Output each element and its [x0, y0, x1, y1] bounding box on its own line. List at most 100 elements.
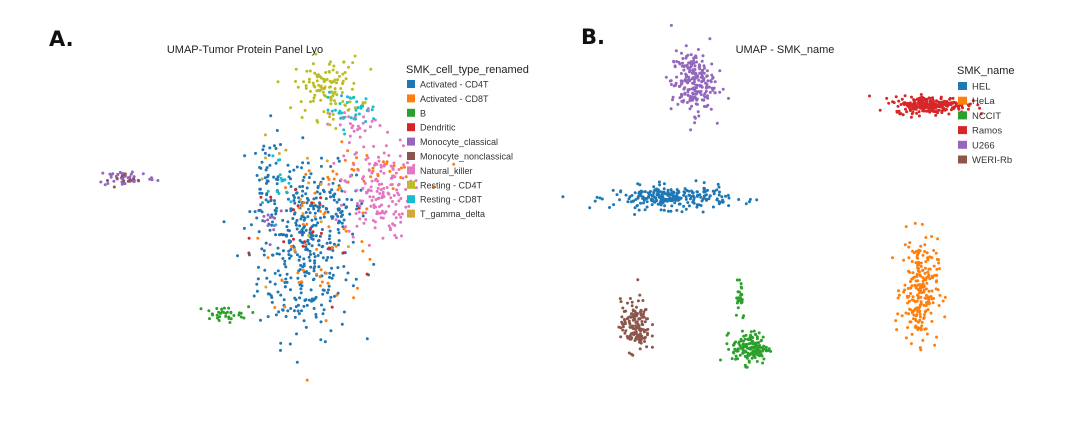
point-nccit [750, 356, 754, 360]
point-ramos [971, 99, 975, 103]
point-weri-rb [619, 326, 623, 330]
point-activated-cd4t [303, 216, 307, 220]
point-u266 [694, 102, 698, 106]
point-monocyte-nonclassical [132, 177, 136, 181]
point-natural-killer [361, 186, 365, 190]
point-hela [937, 261, 941, 265]
point-natural-killer [368, 195, 372, 199]
point-hela [922, 303, 926, 307]
point-hela [928, 277, 932, 281]
point-resting-cd4t [353, 54, 357, 58]
point-hel [662, 208, 666, 212]
point-weri-rb [635, 312, 639, 316]
point-ramos [910, 95, 913, 99]
point-hela [917, 248, 921, 252]
point-resting-cd4t [300, 116, 304, 119]
point-resting-cd4t [350, 87, 354, 91]
point-hela [920, 320, 924, 324]
point-activated-cd4t [289, 307, 293, 310]
point-b [251, 311, 255, 314]
point-nccit [757, 341, 761, 345]
point-hel [691, 191, 695, 195]
point-u266 [692, 96, 696, 100]
point-hela [916, 296, 920, 300]
legend-label-b: B [420, 108, 426, 118]
point-weri-rb [630, 352, 633, 356]
point-activated-cd4t [337, 239, 341, 243]
point-hel [645, 200, 649, 204]
point-u266 [683, 86, 687, 90]
point-activated-cd4t [285, 225, 289, 229]
point-natural-killer [402, 163, 406, 167]
point-hela [919, 295, 923, 299]
point-nccit [751, 339, 754, 343]
point-hel [687, 204, 691, 208]
point-nccit [749, 330, 753, 334]
point-natural-killer [348, 122, 352, 126]
point-activated-cd4t [285, 234, 288, 238]
point-activated-cd4t [304, 325, 308, 329]
point-activated-cd4t [321, 244, 325, 248]
point-nccit [736, 299, 740, 302]
point-activated-cd4t [316, 205, 320, 209]
point-hela [935, 257, 939, 261]
point-activated-cd4t [266, 200, 270, 204]
point-activated-cd4t [281, 218, 285, 222]
point-nccit [769, 349, 773, 353]
point-natural-killer [391, 200, 394, 203]
point-resting-cd4t [314, 52, 318, 56]
point-activated-cd8t [273, 306, 277, 309]
point-natural-killer [364, 218, 368, 221]
point-natural-killer [368, 125, 372, 129]
point-activated-cd4t [306, 161, 310, 165]
point-activated-cd4t [342, 218, 346, 222]
point-hel [618, 198, 621, 202]
point-activated-cd4t [262, 144, 266, 148]
point-hel [593, 199, 597, 203]
point-resting-cd4t [335, 93, 339, 97]
point-natural-killer [375, 189, 379, 193]
point-u266 [679, 92, 683, 96]
point-hela [894, 319, 898, 323]
point-activated-cd4t [336, 214, 340, 218]
point-hela [930, 235, 934, 238]
point-natural-killer [348, 134, 352, 138]
point-hel [712, 192, 716, 196]
point-activated-cd4t [287, 249, 291, 253]
point-hel [720, 195, 724, 199]
panel-b-legend-title: SMK_name [957, 65, 1014, 77]
point-natural-killer [396, 183, 400, 187]
point-activated-cd4t [302, 264, 306, 268]
point-resting-cd4t [341, 100, 345, 103]
point-hel [711, 205, 715, 209]
point-natural-killer [395, 188, 399, 192]
point-activated-cd8t [324, 271, 328, 275]
point-activated-cd8t [361, 211, 365, 215]
point-natural-killer [343, 111, 346, 115]
point-hel [665, 198, 668, 202]
point-activated-cd4t [271, 253, 275, 257]
point-u266 [684, 75, 688, 79]
point-natural-killer [391, 167, 395, 171]
point-activated-cd4t [338, 220, 342, 224]
point-ramos [927, 106, 931, 110]
point-activated-cd4t [286, 197, 290, 201]
panel-b: UMAP - SMK_name SMK_name HEL HeLa NCCIT Ram… [561, 23, 1014, 369]
point-nccit [725, 342, 729, 346]
point-activated-cd4t [340, 221, 344, 225]
point-u266 [664, 75, 668, 79]
point-activated-cd4t [330, 215, 334, 219]
point-activated-cd8t [342, 227, 346, 231]
point-resting-cd4t [338, 74, 341, 78]
point-resting-cd4t [323, 85, 327, 89]
point-weri-rb [626, 301, 629, 305]
point-activated-cd4t [305, 196, 309, 200]
point-activated-cd8t [356, 286, 359, 290]
point-activated-cd4t [279, 232, 283, 236]
point-activated-cd4t [292, 168, 296, 172]
point-weri-rb [625, 317, 629, 321]
point-activated-cd8t [326, 281, 330, 285]
point-activated-cd4t [313, 180, 316, 184]
point-hela [919, 290, 923, 294]
point-activated-cd4t [319, 164, 323, 168]
